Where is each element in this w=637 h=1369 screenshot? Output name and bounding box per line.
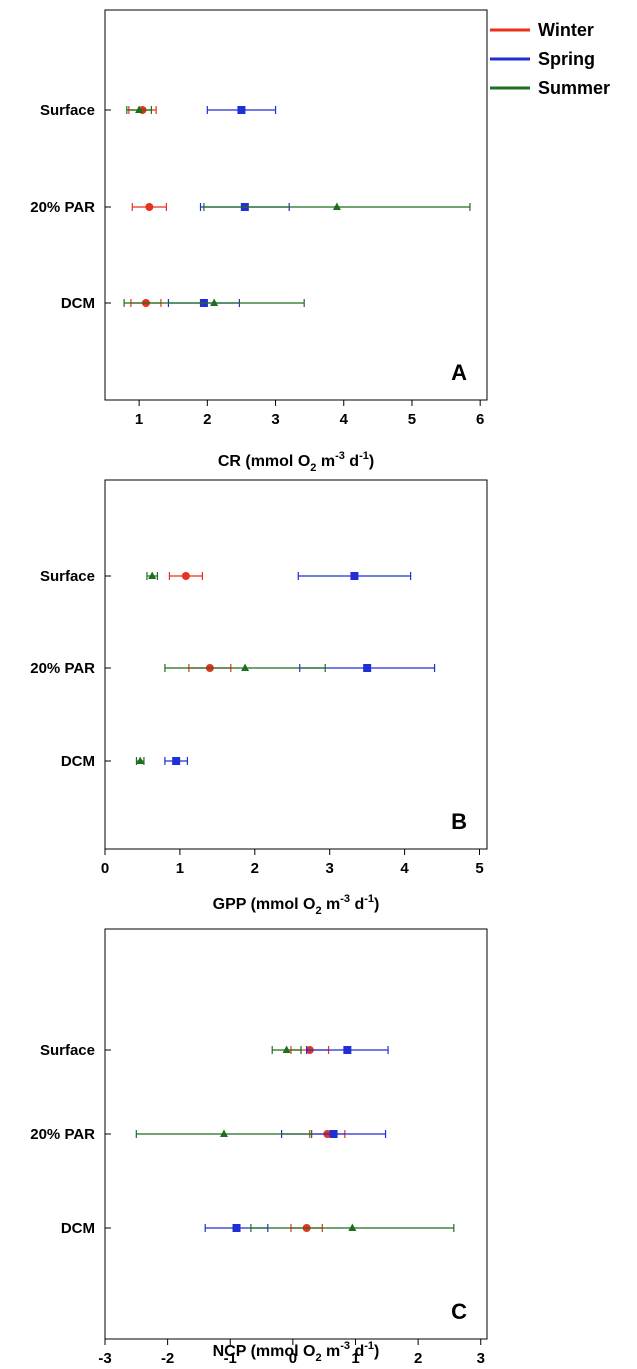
data-point-winter xyxy=(181,572,190,580)
x-tick-label: 3 xyxy=(271,411,279,428)
panel-label: B xyxy=(451,809,467,834)
category-label: Surface xyxy=(40,568,95,585)
data-point-summer xyxy=(219,1129,228,1138)
x-tick-label: -3 xyxy=(98,1350,111,1367)
data-point-summer xyxy=(210,298,219,307)
category-label: Surface xyxy=(40,102,95,119)
x-tick-label: -1 xyxy=(224,1350,237,1367)
x-tick-label: 0 xyxy=(101,860,109,877)
x-axis-title: GPP (mmol O2 m-3 d-1) xyxy=(213,893,380,917)
data-point-spring xyxy=(343,1046,352,1054)
category-label: DCM xyxy=(61,295,95,312)
data-point-summer xyxy=(136,756,145,765)
data-point-spring xyxy=(329,1130,338,1138)
x-tick-label: 6 xyxy=(476,411,484,428)
x-tick-label: 4 xyxy=(340,411,349,428)
x-tick-label: 5 xyxy=(475,860,483,877)
legend: Winter Spring Summer xyxy=(490,20,610,98)
x-tick-label: 2 xyxy=(251,860,259,877)
x-tick-label: 4 xyxy=(400,860,409,877)
x-tick-label: 0 xyxy=(289,1350,297,1367)
data-point-winter xyxy=(145,203,154,211)
data-point-spring xyxy=(237,106,246,114)
data-point-summer xyxy=(332,202,341,211)
data-point-summer xyxy=(148,571,157,580)
data-point-summer xyxy=(241,663,250,672)
x-tick-label: 2 xyxy=(203,411,211,428)
legend-label: Summer xyxy=(538,78,610,98)
x-tick-label: 5 xyxy=(408,411,416,428)
x-tick-label: 2 xyxy=(414,1350,422,1367)
panel-label: C xyxy=(451,1299,467,1324)
data-point-summer xyxy=(135,105,144,114)
x-tick-label: -2 xyxy=(161,1350,174,1367)
data-point-spring xyxy=(232,1224,241,1232)
category-label: 20% PAR xyxy=(30,1126,95,1143)
data-point-spring xyxy=(172,757,181,765)
panel-label: A xyxy=(451,360,467,385)
legend-label: Spring xyxy=(538,49,595,69)
legend-item-summer: Summer xyxy=(490,78,610,98)
category-label: Surface xyxy=(40,1042,95,1059)
plot-frame xyxy=(104,479,488,850)
x-tick-label: 1 xyxy=(351,1350,359,1367)
x-axis-title: NCP (mmol O2 m-3 d-1) xyxy=(213,1340,380,1364)
data-point-summer xyxy=(282,1045,291,1054)
data-point-spring xyxy=(350,572,359,580)
x-axis-title: CR (mmol O2 m-3 d-1) xyxy=(218,450,374,474)
plot-frame xyxy=(104,9,488,401)
x-tick-label: 3 xyxy=(477,1350,485,1367)
data-point-spring xyxy=(363,664,372,672)
panel-c: -3 -2 -1 0 1 2 3 Surface 20% PAR DCM C NCP (mmol O2… xyxy=(30,928,488,1367)
x-tick-label: 3 xyxy=(326,860,334,877)
panel-b: 0 1 2 3 4 5 Surface 20% PAR DCM B GPP (mmol O2 m-3… xyxy=(30,479,488,917)
category-label: DCM xyxy=(61,1220,95,1237)
legend-item-spring: Spring xyxy=(490,49,595,69)
category-label: 20% PAR xyxy=(30,199,95,216)
x-tick-label: 1 xyxy=(135,411,143,428)
x-tick-label: 1 xyxy=(176,860,184,877)
panel-a: 1 2 3 4 5 6 Surface 20% PAR DCM A CR (mmol O2 m-3 … xyxy=(30,9,488,474)
panels: 1 2 3 4 5 6 Surface 20% PAR DCM A CR (mmol O2 m-3 … xyxy=(30,9,488,1367)
data-point-summer xyxy=(348,1223,357,1232)
legend-item-winter: Winter xyxy=(490,20,594,40)
legend-label: Winter xyxy=(538,20,594,40)
category-label: 20% PAR xyxy=(30,660,95,677)
category-label: DCM xyxy=(61,753,95,770)
